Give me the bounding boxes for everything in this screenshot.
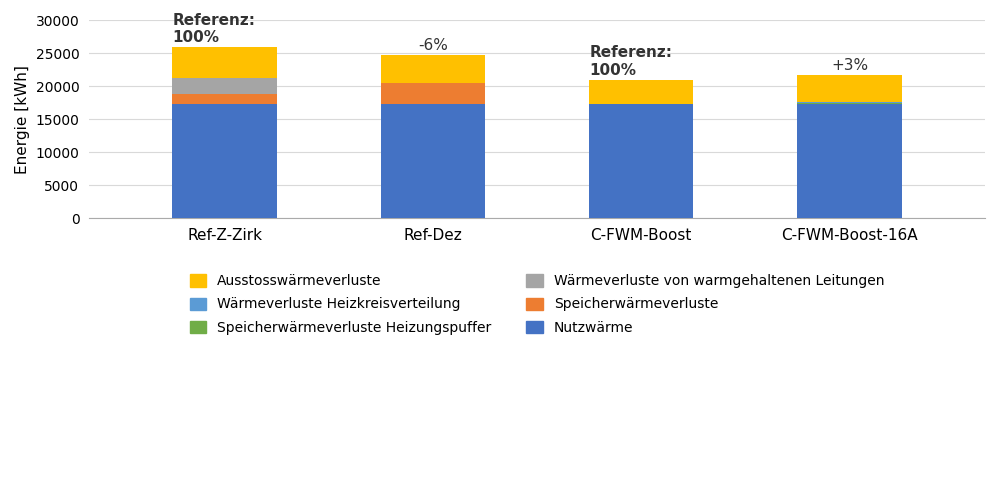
Legend: Ausstosswärmeverluste, Wärmeverluste Heizkreisverteilung, Speicherwärmeverluste : Ausstosswärmeverluste, Wärmeverluste Hei… (184, 269, 890, 340)
Text: Referenz:
100%: Referenz: 100% (589, 45, 672, 78)
Text: +3%: +3% (831, 58, 868, 73)
Bar (172, 104, 277, 218)
Bar (589, 104, 693, 218)
Bar (797, 103, 902, 104)
Bar (172, 94, 277, 104)
Bar (172, 78, 277, 94)
Bar (797, 102, 902, 103)
Text: Referenz:
100%: Referenz: 100% (172, 12, 255, 45)
Text: -6%: -6% (418, 38, 448, 53)
Bar (797, 104, 902, 218)
Bar (381, 104, 485, 218)
Bar (381, 83, 485, 104)
Bar (589, 80, 693, 104)
Bar (381, 55, 485, 83)
Bar (797, 75, 902, 102)
Y-axis label: Energie [kWh]: Energie [kWh] (15, 65, 30, 174)
Bar (172, 47, 277, 78)
